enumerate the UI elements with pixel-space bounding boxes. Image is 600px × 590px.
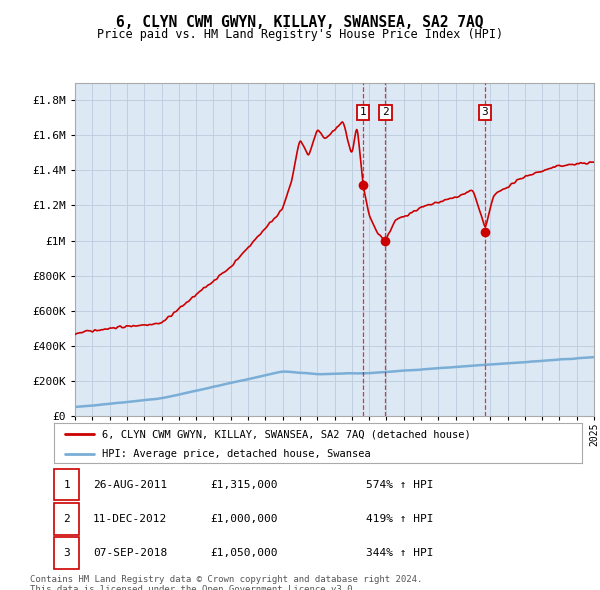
Text: 419% ↑ HPI: 419% ↑ HPI	[366, 514, 433, 524]
Text: 2: 2	[382, 107, 389, 117]
Text: 6, CLYN CWM GWYN, KILLAY, SWANSEA, SA2 7AQ: 6, CLYN CWM GWYN, KILLAY, SWANSEA, SA2 7…	[116, 15, 484, 30]
Text: 1: 1	[359, 107, 367, 117]
Text: Contains HM Land Registry data © Crown copyright and database right 2024.
This d: Contains HM Land Registry data © Crown c…	[30, 575, 422, 590]
Text: 1: 1	[63, 480, 70, 490]
Text: 07-SEP-2018: 07-SEP-2018	[93, 548, 167, 558]
Text: 344% ↑ HPI: 344% ↑ HPI	[366, 548, 433, 558]
Text: Price paid vs. HM Land Registry's House Price Index (HPI): Price paid vs. HM Land Registry's House …	[97, 28, 503, 41]
Text: 3: 3	[481, 107, 488, 117]
Text: 6, CLYN CWM GWYN, KILLAY, SWANSEA, SA2 7AQ (detached house): 6, CLYN CWM GWYN, KILLAY, SWANSEA, SA2 7…	[101, 430, 470, 440]
Text: 3: 3	[63, 548, 70, 558]
Text: 574% ↑ HPI: 574% ↑ HPI	[366, 480, 433, 490]
Text: £1,000,000: £1,000,000	[210, 514, 277, 524]
Text: £1,315,000: £1,315,000	[210, 480, 277, 490]
Text: HPI: Average price, detached house, Swansea: HPI: Average price, detached house, Swan…	[101, 450, 370, 460]
Text: 2: 2	[63, 514, 70, 524]
Text: 11-DEC-2012: 11-DEC-2012	[93, 514, 167, 524]
Text: £1,050,000: £1,050,000	[210, 548, 277, 558]
Text: 26-AUG-2011: 26-AUG-2011	[93, 480, 167, 490]
